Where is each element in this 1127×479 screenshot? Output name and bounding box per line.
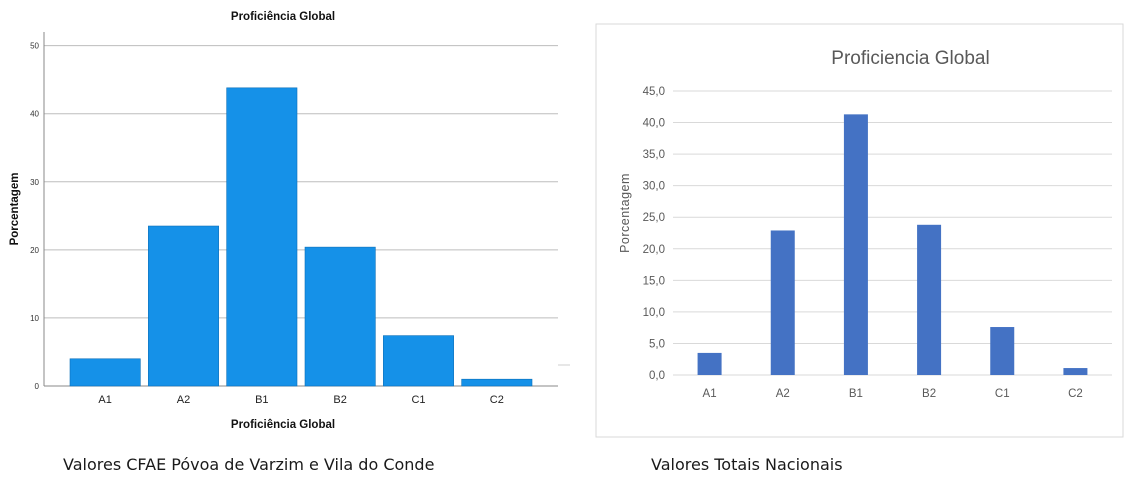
y-tick-label: 15,0 <box>643 275 665 287</box>
bar-b1 <box>843 114 868 376</box>
x-tick-label: A2 <box>177 394 190 406</box>
x-tick-label: B1 <box>255 394 268 406</box>
caption-cfae: Valores CFAE Póvoa de Varzim e Vila do C… <box>63 455 435 474</box>
x-tick-label: B1 <box>849 388 863 400</box>
x-tick-label: C1 <box>995 388 1010 400</box>
bar-c2 <box>461 378 533 387</box>
y-tick-label: 30 <box>30 178 39 187</box>
y-tick-label: 25,0 <box>643 212 665 224</box>
y-tick-label: 10 <box>30 314 39 323</box>
x-tick-label: A1 <box>703 388 717 400</box>
y-tick-label: 35,0 <box>643 149 665 161</box>
y-tick-label: 0 <box>35 382 40 391</box>
chart-title: Proficiência Global <box>231 11 335 23</box>
bar-a2 <box>148 225 219 387</box>
bar-b2 <box>917 224 942 375</box>
bar-c1 <box>383 335 454 387</box>
y-tick-label: 0,0 <box>649 370 665 382</box>
x-tick-label: C2 <box>490 394 504 406</box>
x-tick-label: B2 <box>922 388 936 400</box>
x-tick-label: C2 <box>1068 388 1083 400</box>
x-tick-label: A2 <box>776 388 790 400</box>
chart-nacional: 0,0 5,0 10,0 15,0 20,0 25,0 30,0 35,0 40,0 45,0 A1… <box>595 23 1124 438</box>
bar-a1 <box>69 358 141 387</box>
chart-title: Proficiencia Global <box>831 48 989 69</box>
y-tick-label: 40 <box>30 110 39 119</box>
y-tick-label: 45,0 <box>643 86 665 98</box>
x-tick-label: C1 <box>411 394 425 406</box>
x-axis-title: Proficiência Global <box>231 419 335 431</box>
bar-c2 <box>1063 368 1088 375</box>
y-axis-title: Porcentagem <box>9 173 21 246</box>
y-tick-label: 5,0 <box>649 338 665 350</box>
caption-nacional: Valores Totais Nacionais <box>651 455 843 474</box>
y-tick-label: 20,0 <box>643 244 665 256</box>
bar-a1 <box>697 352 722 375</box>
x-tick-label: A1 <box>98 394 111 406</box>
y-tick-label: 10,0 <box>643 307 665 319</box>
y-tick-label: 30,0 <box>643 181 665 193</box>
y-tick-label: 20 <box>30 246 39 255</box>
y-tick-label: 50 <box>30 42 39 51</box>
bar-c1 <box>990 327 1015 375</box>
bar-b1 <box>226 87 298 387</box>
y-tick-label: 40,0 <box>643 118 665 130</box>
bar-b2 <box>304 246 376 387</box>
bar-a2 <box>770 230 795 375</box>
x-tick-label: B2 <box>333 394 346 406</box>
y-axis-title: Porcentagem <box>618 173 632 253</box>
chart-cfae: 0 10 20 30 40 50 A1 A2 B1 B2 C1 C2 Proficiência Glob… <box>9 11 570 431</box>
